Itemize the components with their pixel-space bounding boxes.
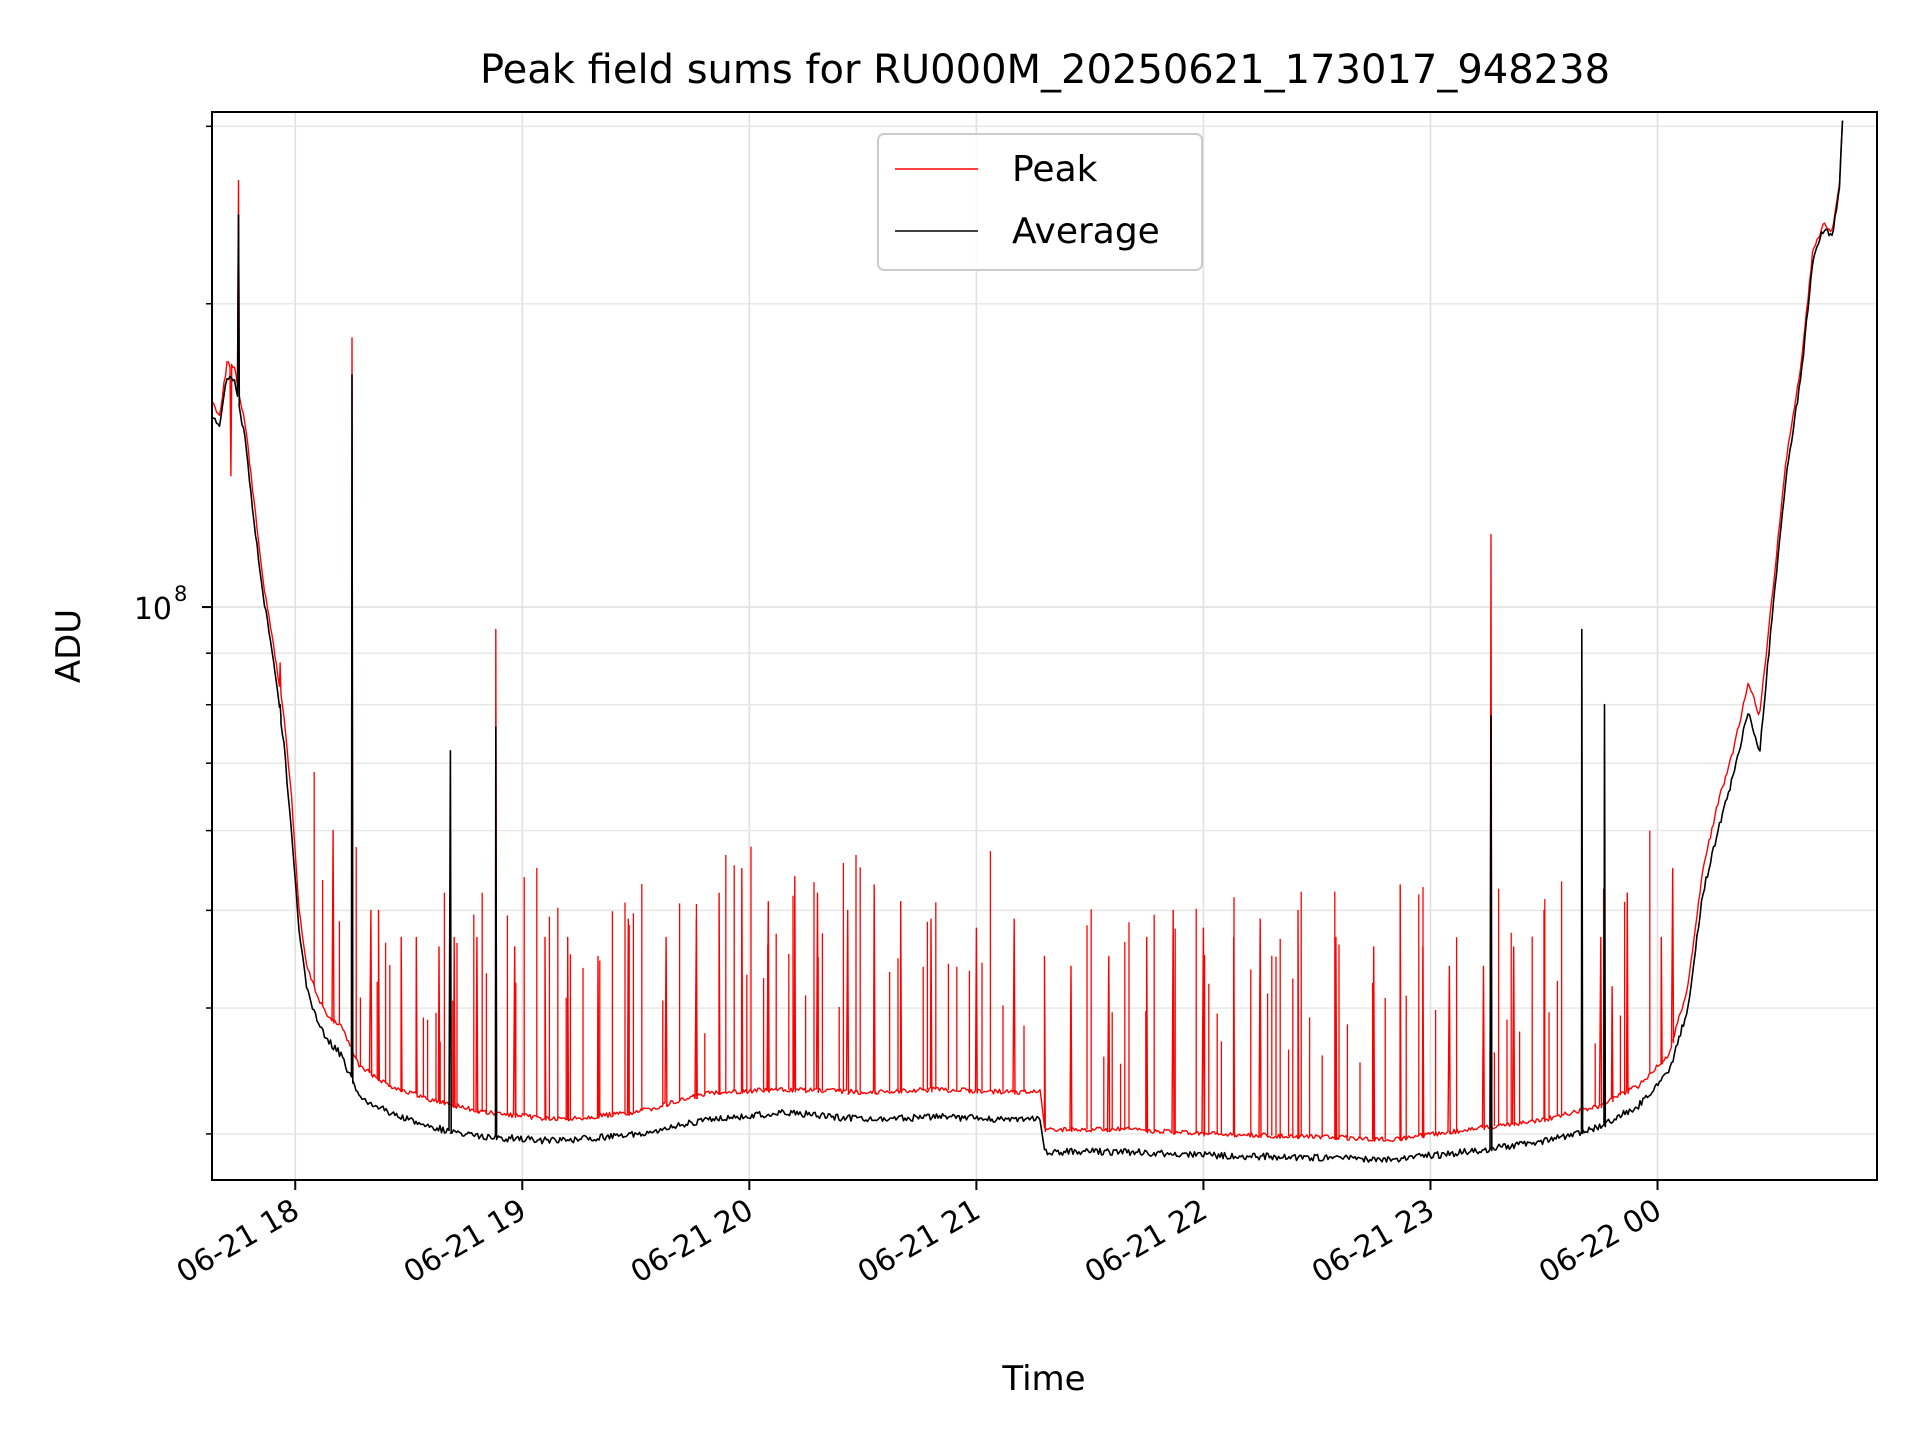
- series-line-peak: [212, 120, 1844, 1143]
- legend: Peak Average: [877, 133, 1203, 271]
- y-axis-label: ADU: [49, 609, 89, 683]
- y-axis-ticks: 10 8: [134, 125, 212, 1135]
- y-tick-label-exponent: 8: [174, 582, 187, 606]
- legend-label-average: Average: [1012, 211, 1160, 252]
- plot-area: [211, 111, 1878, 1181]
- chart-title: Peak field sums for RU000M_20250621_1730…: [480, 47, 1610, 93]
- x-axis-label: Time: [1001, 1359, 1085, 1399]
- series-peak-spikes: [313, 772, 1651, 1140]
- legend-label-peak: Peak: [1012, 149, 1098, 190]
- series-line-average: [212, 120, 1844, 1163]
- plot-frame: [211, 111, 1878, 1181]
- series-lines: [212, 120, 1844, 1163]
- gridlines: [212, 112, 1877, 1180]
- legend-box: [877, 133, 1203, 271]
- y-tick-label: 10: [134, 592, 172, 627]
